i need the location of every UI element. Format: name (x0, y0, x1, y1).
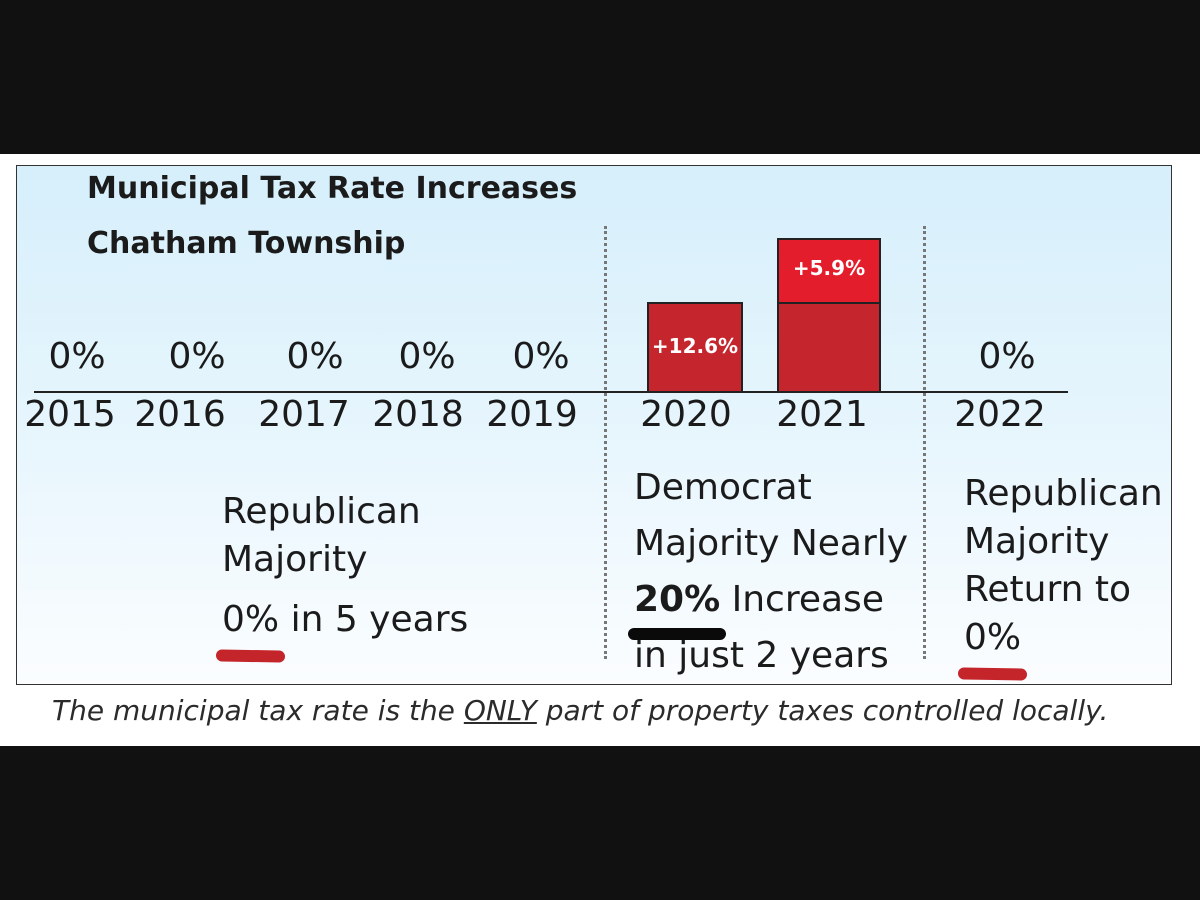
black-underline-mark (628, 628, 727, 640)
annotation-republican-first: Republican Majority 0% in 5 years (215, 488, 468, 663)
annotation-line: Majority Nearly (634, 523, 909, 564)
annotation-line: Majority (964, 521, 1110, 562)
annotation-line: Republican (964, 473, 1163, 514)
annotation-line: Democrat (634, 467, 812, 508)
annotation-line: Republican (222, 491, 421, 532)
tick-label-2017: 2017 (258, 394, 350, 435)
chart-subtitle: Chatham Township (87, 226, 406, 261)
data-label-2017: 0% (286, 336, 344, 377)
period-divider-left (604, 226, 607, 659)
tick-label-2022: 2022 (954, 394, 1046, 435)
percent-highlight: 0% (215, 596, 286, 663)
annotation-democrat: Democrat Majority Nearly 20% Increase in… (628, 460, 909, 684)
footer-emphasis: ONLY (463, 694, 537, 727)
tick-label-2018: 2018 (372, 394, 464, 435)
x-axis-line (34, 391, 1068, 393)
tick-label-2015: 2015 (24, 394, 116, 435)
data-label-2022: 0% (978, 336, 1036, 377)
annotation-line: 20% Increase (628, 572, 908, 640)
data-label-2021: +5.9% (792, 256, 866, 280)
data-label-2018: 0% (398, 336, 456, 377)
annotation-line: Majority (222, 539, 368, 580)
bar-2021-base (777, 302, 881, 393)
footer-note: The municipal tax rate is the ONLY part … (52, 694, 1109, 727)
tick-label-2021: 2021 (776, 394, 868, 435)
tick-label-2020: 2020 (640, 394, 732, 435)
red-underline-mark (957, 667, 1028, 681)
bar-2020 (647, 302, 743, 393)
period-divider-right (923, 226, 926, 659)
data-label-2020: +12.6% (651, 334, 739, 358)
data-label-2019: 0% (512, 336, 570, 377)
percent-highlight: 0% (957, 614, 1028, 681)
annotation-line: 0% in 5 years (215, 596, 468, 663)
data-label-2015: 0% (48, 336, 106, 377)
tick-label-2019: 2019 (486, 394, 578, 435)
red-underline-mark (215, 649, 286, 663)
tick-label-2016: 2016 (134, 394, 226, 435)
annotation-line: Return to (964, 569, 1132, 610)
annotation-line: 0% (957, 614, 1163, 681)
bar-2021-increase (777, 238, 881, 304)
chart-title: Municipal Tax Rate Increases (87, 171, 578, 206)
chart-panel: Municipal Tax Rate Increases Chatham Tow… (16, 165, 1172, 685)
annotation-republican-return: Republican Majority Return to 0% (957, 470, 1163, 681)
percent-highlight: 20% (628, 572, 727, 640)
data-label-2016: 0% (168, 336, 226, 377)
annotation-line: in just 2 years (634, 635, 889, 676)
